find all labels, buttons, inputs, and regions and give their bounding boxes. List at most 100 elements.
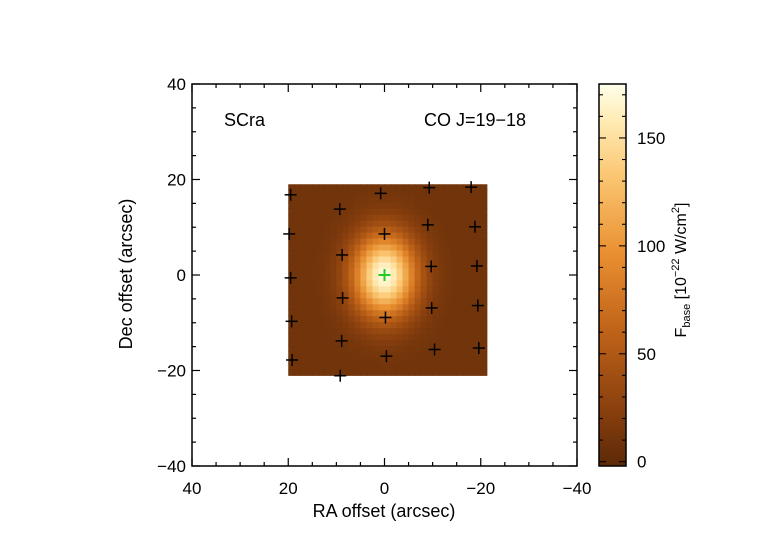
map-pixel: [294, 303, 301, 311]
map-pixel: [372, 220, 380, 227]
map-pixel: [474, 232, 482, 239]
map-pixel: [474, 214, 482, 221]
map-pixel: [426, 196, 434, 203]
spaxel-marker: [284, 271, 297, 284]
map-pixel: [336, 196, 343, 203]
map-pixel: [312, 214, 319, 221]
map-pixel: [372, 237, 380, 245]
map-pixel: [396, 220, 404, 227]
map-pixel: [456, 255, 464, 263]
map-pixel: [408, 333, 416, 341]
map-pixel: [318, 333, 325, 341]
map-pixel: [378, 243, 386, 251]
map-pixel: [306, 196, 313, 203]
map-pixel: [420, 285, 428, 293]
map-pixel: [294, 267, 301, 275]
spaxel-marker: [335, 334, 348, 347]
map-pixel: [402, 321, 410, 329]
map-pixel: [408, 327, 416, 335]
map-pixel: [402, 184, 410, 191]
map-pixel: [312, 345, 319, 352]
map-pixel: [438, 196, 446, 203]
map-pixel: [426, 279, 434, 287]
map-pixel: [294, 327, 301, 335]
map-pixel: [324, 249, 331, 257]
map-pixel: [384, 273, 392, 281]
map-pixel: [462, 255, 470, 263]
map-pixel: [378, 303, 386, 311]
map-pixel: [432, 214, 440, 221]
map-pixel: [378, 351, 386, 358]
map-pixel: [360, 351, 368, 358]
map-pixel: [306, 309, 313, 317]
map-pixel: [456, 351, 464, 358]
map-pixel: [366, 351, 374, 358]
map-pixel: [432, 309, 440, 317]
map-pixel: [372, 214, 380, 221]
map-pixel: [408, 237, 416, 245]
map-pixel: [378, 214, 386, 221]
map-pixel: [480, 333, 488, 341]
map-pixel: [480, 357, 488, 364]
map-pixel: [402, 255, 410, 263]
map-pixel: [372, 243, 380, 251]
map-pixel: [324, 303, 331, 311]
map-pixel: [384, 303, 392, 311]
map-pixel: [480, 202, 488, 209]
map-pixel: [378, 208, 386, 215]
map-pixel: [360, 249, 368, 257]
map-pixel: [336, 249, 343, 257]
map-pixel: [342, 279, 350, 287]
map-pixel: [414, 279, 422, 287]
map-pixel: [384, 279, 392, 287]
map-pixel: [462, 333, 470, 341]
line-label: CO J=19−18: [424, 110, 526, 130]
map-pixel: [384, 339, 392, 347]
map-pixel: [306, 202, 313, 209]
central-spaxel-marker: [378, 269, 391, 281]
map-pixel: [402, 285, 410, 293]
map-pixel: [426, 291, 434, 299]
map-pixel: [378, 184, 386, 191]
map-pixel: [354, 202, 362, 209]
map-pixel: [378, 345, 386, 352]
map-pixel: [306, 345, 313, 352]
map-pixel: [342, 273, 350, 281]
map-pixel: [330, 232, 337, 239]
map-pixel: [360, 226, 368, 233]
map-pixel: [456, 363, 464, 370]
map-pixel: [450, 237, 458, 245]
map-pixel: [378, 369, 386, 376]
map-pixel: [330, 297, 337, 305]
map-pixel: [456, 214, 464, 221]
map-pixel: [294, 255, 301, 263]
map-pixel: [300, 273, 307, 281]
map-pixel: [312, 184, 319, 191]
map-pixel: [354, 249, 362, 257]
map-pixel: [414, 273, 422, 281]
map-pixel: [468, 321, 476, 329]
map-pixel: [462, 363, 470, 370]
map-pixel: [336, 190, 343, 197]
map-pixel: [408, 315, 416, 323]
map-pixel: [456, 291, 464, 299]
map-pixel: [426, 226, 434, 233]
map-pixel: [300, 285, 307, 293]
map-pixel: [456, 261, 464, 269]
spaxel-marker: [286, 353, 299, 366]
map-pixel: [414, 345, 422, 352]
map-pixel: [336, 357, 343, 364]
map-pixel: [444, 214, 452, 221]
x-tick-label: 40: [183, 479, 202, 498]
map-pixel: [360, 333, 368, 341]
map-pixel: [402, 237, 410, 245]
map-pixel: [294, 273, 301, 281]
map-pixel: [420, 267, 428, 275]
map-pixel: [288, 267, 295, 275]
map-pixel: [420, 357, 428, 364]
map-pixel: [342, 285, 350, 293]
map-pixel: [336, 327, 343, 335]
map-pixel: [336, 220, 343, 227]
map-pixel: [402, 315, 410, 323]
map-pixel: [372, 261, 380, 269]
